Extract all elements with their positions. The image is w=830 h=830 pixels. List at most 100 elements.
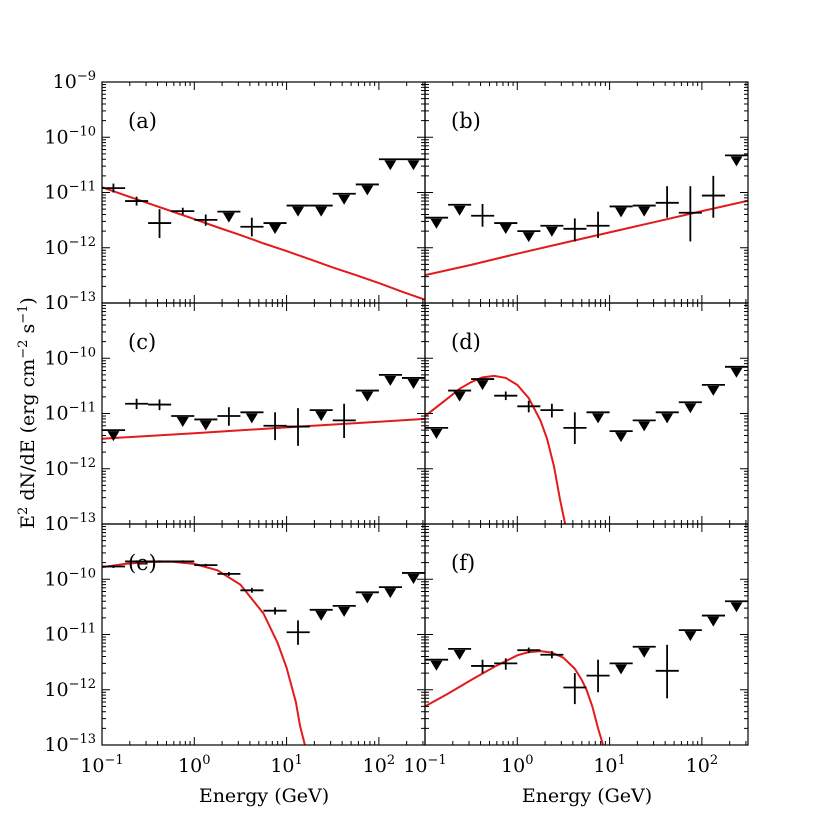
upper-limit-marker <box>263 222 287 235</box>
data-point <box>171 207 195 215</box>
upper-limit-arrow <box>453 205 466 216</box>
upper-limit-marker <box>655 411 679 424</box>
x-tick-label: 100 <box>178 753 210 777</box>
data-point <box>563 673 587 705</box>
data-point <box>471 659 495 674</box>
data-point <box>494 658 518 670</box>
data-point <box>171 560 195 563</box>
upper-limit-arrow <box>430 218 443 229</box>
upper-limit-marker <box>517 230 541 243</box>
panel-label: (d) <box>451 330 481 354</box>
data-point <box>586 211 610 239</box>
upper-limit-arrow <box>107 431 120 442</box>
x-tick-label: 101 <box>270 753 302 777</box>
panel-d: (d) <box>424 302 749 525</box>
upper-limit-arrow <box>453 391 466 402</box>
upper-limit-marker <box>286 204 310 217</box>
upper-limit-marker <box>448 647 472 660</box>
data-point <box>563 218 587 242</box>
model-curve <box>102 560 306 745</box>
data-point <box>332 403 356 439</box>
upper-limit-marker <box>217 210 241 223</box>
upper-limit-marker <box>309 204 333 217</box>
data-point <box>494 391 518 401</box>
panel-a: (a) 10−13 10−12 10−11 10−10 10−9 <box>44 69 426 314</box>
upper-limit-arrow <box>199 420 212 431</box>
data-point <box>217 407 241 426</box>
data-point <box>125 560 149 563</box>
upper-limit-marker <box>724 154 748 167</box>
upper-limit-marker <box>586 411 610 424</box>
y-tick-label: 10−13 <box>44 511 96 535</box>
upper-limit-marker <box>609 430 633 443</box>
upper-limit-arrow <box>315 411 328 422</box>
upper-limit-arrow <box>592 413 605 424</box>
upper-limit-marker <box>724 365 748 378</box>
upper-limit-arrow <box>315 206 328 217</box>
upper-limit-arrow <box>476 380 489 391</box>
data-point <box>286 620 310 645</box>
y-tick-label: 10−10 <box>44 345 96 369</box>
upper-limit-marker <box>724 600 748 613</box>
data-point <box>701 175 725 218</box>
y-axis-label: E2 dN/dE (erg cm−2 s−1) <box>16 297 39 529</box>
upper-limit-arrow <box>361 391 374 402</box>
upper-limit-marker <box>609 205 633 218</box>
upper-limit-arrow <box>638 647 651 658</box>
y-tick-label: 10−12 <box>44 677 96 701</box>
data-point <box>471 203 495 227</box>
panel-label: (b) <box>451 109 481 133</box>
upper-limit-arrow <box>361 185 374 196</box>
upper-limit-arrow <box>730 602 743 613</box>
upper-limit-marker <box>632 204 656 217</box>
upper-limit-marker <box>609 662 633 675</box>
x-axis-label-left: Energy (GeV) <box>199 785 329 807</box>
panel-label: (f) <box>451 551 475 575</box>
data-point <box>586 659 610 693</box>
x-tick-label: 101 <box>593 753 625 777</box>
upper-limit-marker <box>425 216 449 229</box>
upper-limit-arrow <box>384 160 397 171</box>
model-curve <box>102 417 425 440</box>
data-point <box>540 403 564 418</box>
data-point <box>263 412 287 441</box>
upper-limit-marker <box>632 645 656 658</box>
model-curve <box>102 186 425 301</box>
upper-limit-arrow <box>730 367 743 378</box>
upper-limit-arrow <box>499 224 512 235</box>
upper-limit-arrow <box>222 212 235 223</box>
data-point <box>148 209 172 239</box>
upper-limit-marker <box>194 418 218 431</box>
panel-f: (f) 10−1 100 101 102 <box>403 523 749 777</box>
upper-limit-arrow <box>338 606 351 617</box>
data-point <box>655 186 679 218</box>
upper-limit-arrow <box>638 206 651 217</box>
upper-limit-arrow <box>176 417 189 428</box>
y-tick-label: 10−10 <box>44 566 96 590</box>
upper-limit-arrow <box>430 660 443 671</box>
upper-limit-marker <box>540 224 564 237</box>
upper-limit-marker <box>332 192 356 205</box>
upper-limit-marker <box>401 158 425 171</box>
panels: (a)10−1310−1210−1110−1010−9(b)(c)10−1310… <box>44 69 749 777</box>
upper-limit-arrow <box>338 194 351 205</box>
upper-limit-arrow <box>453 649 466 660</box>
upper-limit-arrow <box>615 664 628 675</box>
upper-limit-marker <box>309 608 333 621</box>
upper-limit-arrow <box>407 378 420 389</box>
upper-limit-arrow <box>384 588 397 599</box>
panel-label: (a) <box>128 109 157 133</box>
data-point <box>563 412 587 445</box>
y-tick-label: 10−11 <box>44 622 96 646</box>
upper-limit-marker <box>401 572 425 584</box>
upper-limit-arrow <box>245 413 258 424</box>
upper-limit-arrow <box>615 432 628 443</box>
data-point <box>217 572 241 576</box>
data-point <box>125 196 149 206</box>
data-point <box>263 607 287 615</box>
panel-b: (b) <box>424 81 749 304</box>
x-tick-label: 10−1 <box>80 753 123 777</box>
y-tick-label: 10−10 <box>44 124 96 148</box>
y-tick-label: 10−9 <box>53 69 96 93</box>
data-point <box>125 398 149 410</box>
